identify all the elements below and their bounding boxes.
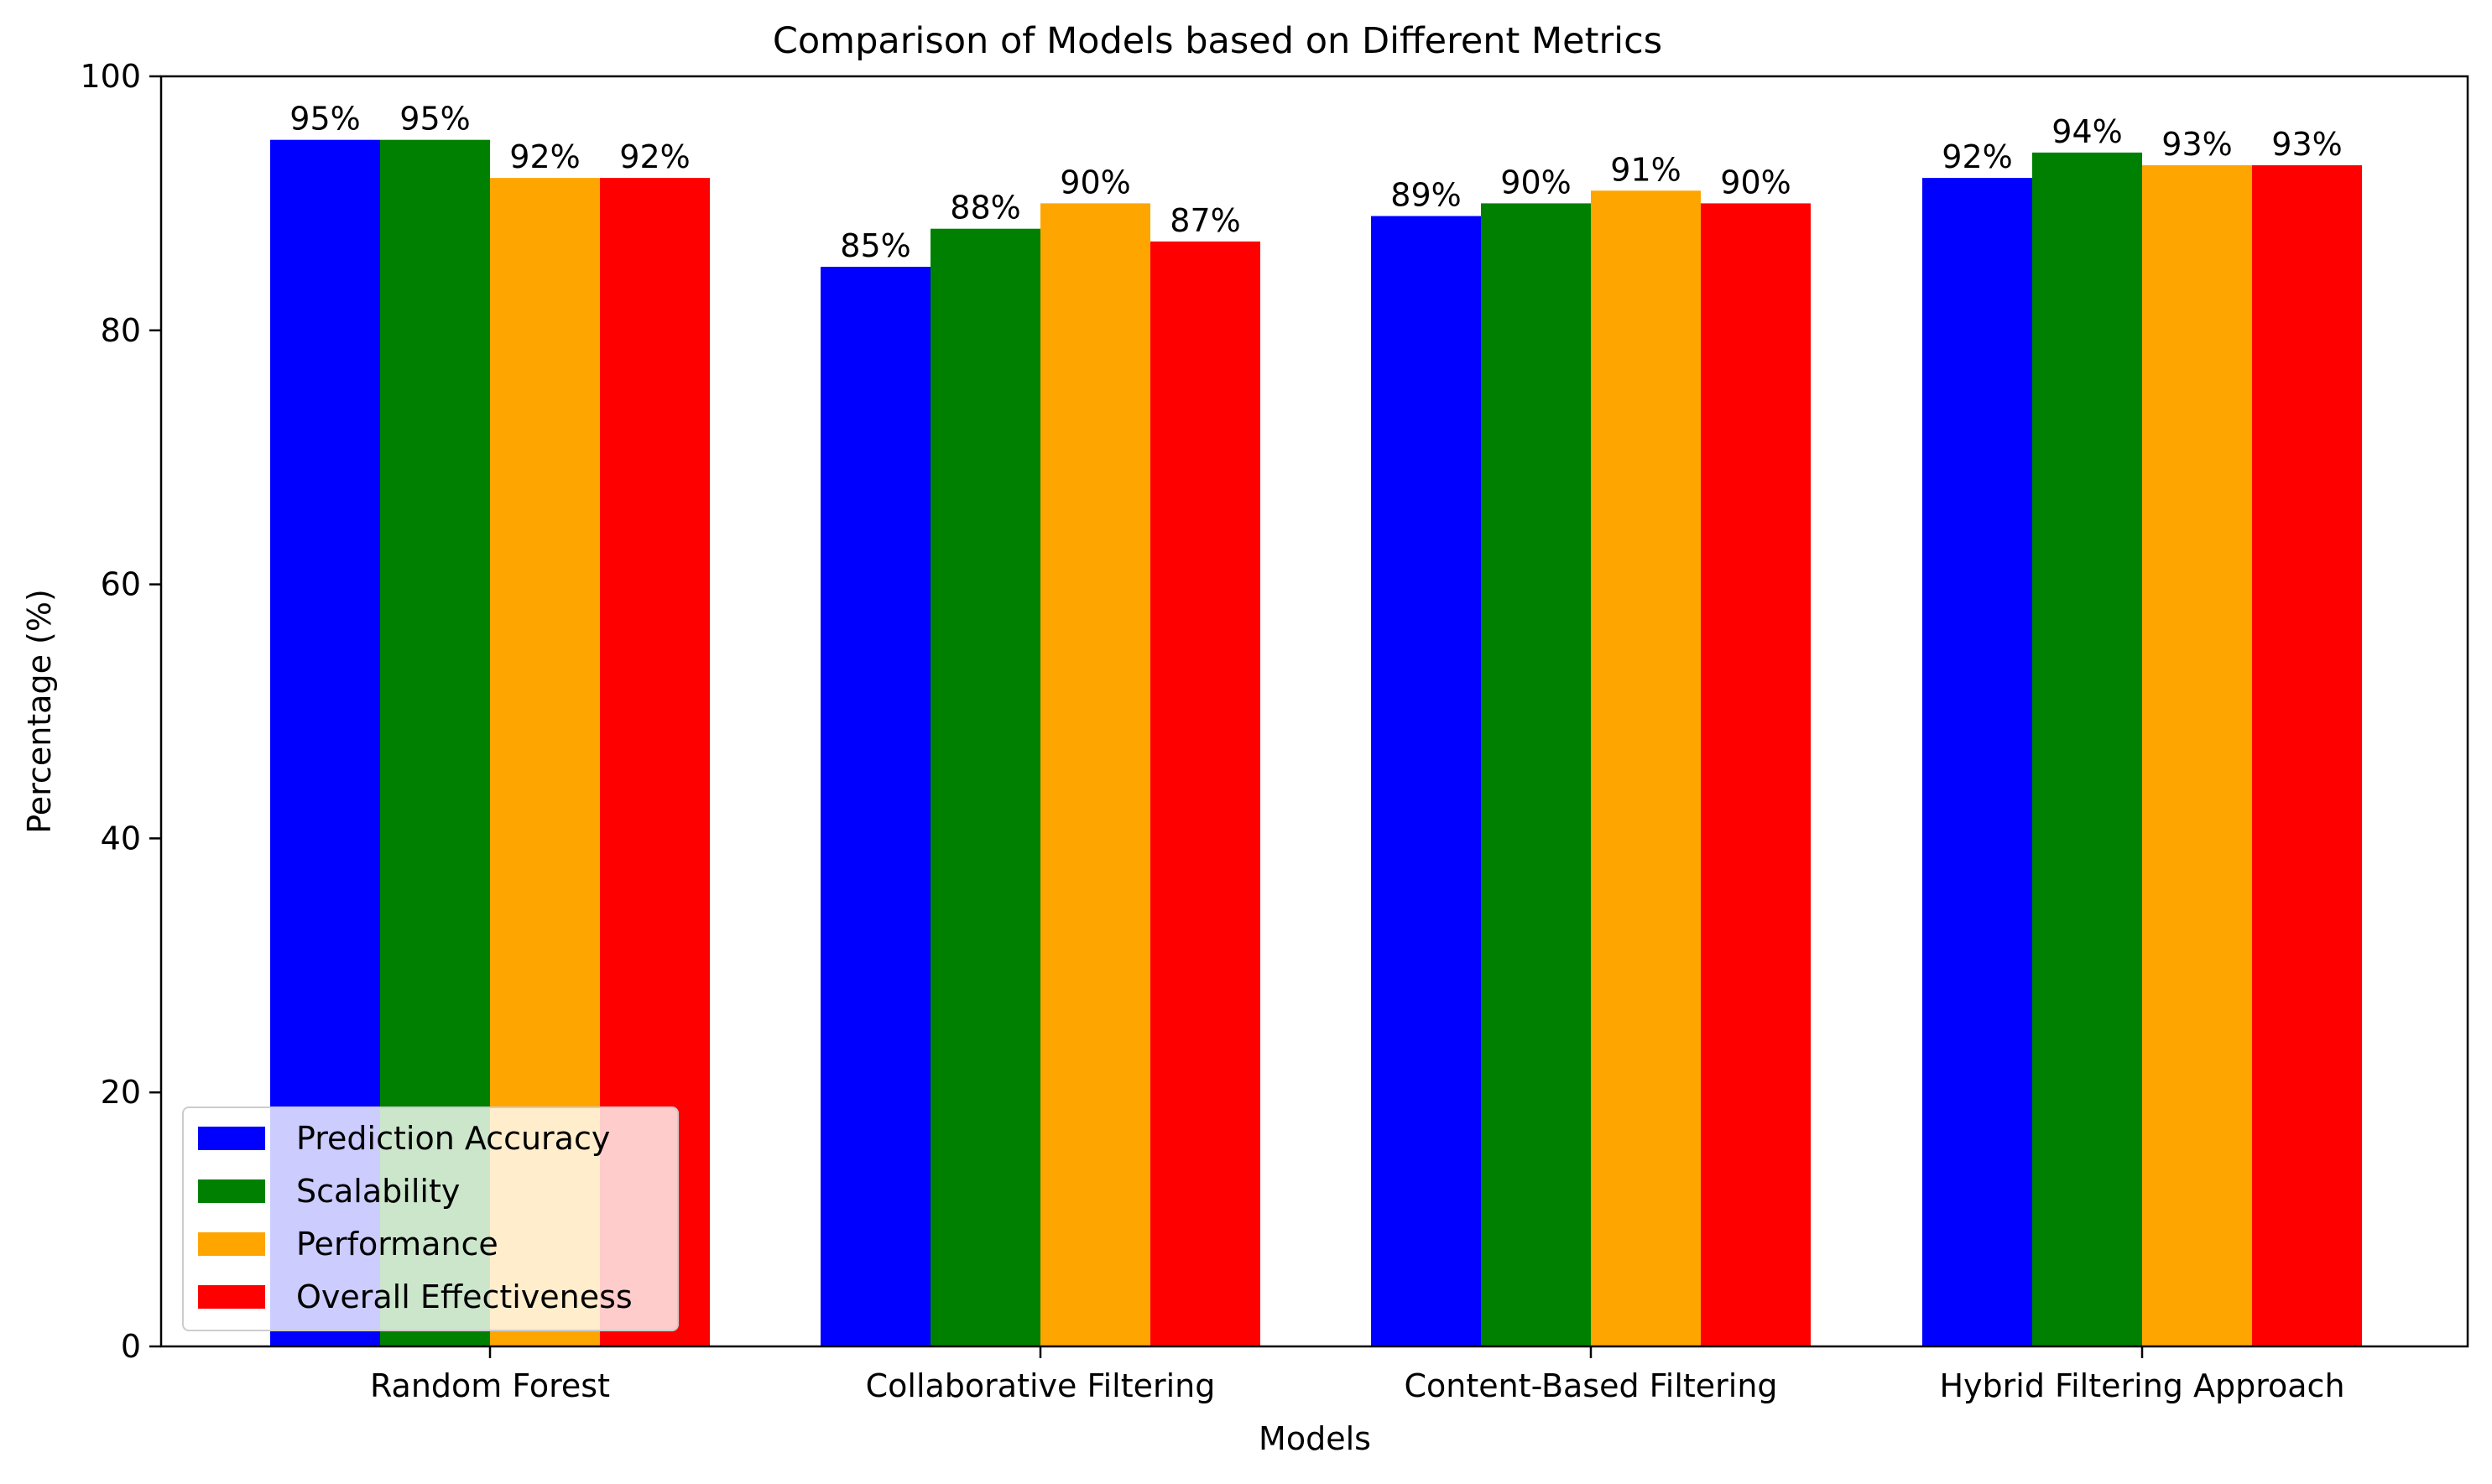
bar-0-2 [1371, 216, 1481, 1346]
value-labels-layer: 95% 85% 89% 92% 95% 88% 90% 94% 92% 90% 91% 93% 92% 8… [289, 101, 2342, 264]
bar-2-2 [1591, 190, 1701, 1346]
y-axis-label: Percentage (%) [21, 589, 58, 834]
y-tick-label: 60 [101, 566, 141, 603]
y-tick-label: 40 [101, 820, 141, 857]
bar-value-label: 92% [509, 138, 580, 175]
bar-value-label: 90% [1500, 164, 1571, 200]
legend-label: Performance [296, 1226, 498, 1263]
plot-frame [159, 75, 2469, 1348]
legend-label: Scalability [296, 1173, 460, 1210]
bar-1-2 [1481, 203, 1591, 1346]
bar-2-3 [2142, 164, 2252, 1347]
bar-value-label: 94% [2051, 113, 2122, 150]
bar-value-label: 88% [950, 190, 1020, 227]
y-axis: 0 20 40 60 80 100 [80, 58, 161, 1365]
bar-value-label: 89% [1390, 177, 1461, 214]
bar-value-label: 93% [2161, 126, 2232, 163]
x-axis: Random Forest Collaborative Filtering Cont… [370, 1346, 2345, 1404]
legend-swatch [198, 1179, 265, 1203]
legend-label: Overall Effectiveness [296, 1278, 633, 1315]
y-tick-label: 100 [80, 58, 141, 95]
bar-value-label: 85% [840, 227, 910, 264]
bar-value-label: 92% [619, 138, 690, 175]
y-tick-label: 80 [101, 312, 141, 349]
x-tick-label: Hybrid Filtering Approach [1939, 1367, 2344, 1404]
x-tick-label: Random Forest [370, 1367, 610, 1404]
legend-label: Prediction Accuracy [296, 1120, 610, 1157]
x-tick-label: Content-Based Filtering [1404, 1367, 1777, 1404]
bar-value-label: 92% [1942, 138, 2012, 175]
bar-0-1 [821, 267, 931, 1347]
bar-value-label: 91% [1610, 151, 1681, 188]
chart-title: Comparison of Models based on Different … [773, 20, 1662, 62]
bar-value-label: 95% [399, 101, 470, 138]
bar-value-label: 93% [2271, 126, 2342, 163]
bar-value-label: 90% [1060, 164, 1130, 200]
bar-2-1 [1040, 203, 1150, 1346]
bar-1-1 [931, 228, 1040, 1347]
bar-value-label: 87% [1170, 202, 1240, 239]
y-tick-label: 20 [101, 1074, 141, 1111]
legend-box [182, 1106, 679, 1331]
y-tick-label: 0 [121, 1328, 141, 1365]
bar-3-1 [1150, 241, 1260, 1346]
legend-swatch [198, 1285, 265, 1309]
bar-value-label: 95% [289, 101, 360, 138]
bar-value-label: 90% [1720, 164, 1791, 200]
bar-1-3 [2032, 152, 2142, 1347]
bar-3-2 [1701, 203, 1811, 1346]
x-tick-label: Collaborative Filtering [866, 1367, 1216, 1404]
legend-swatch [198, 1127, 265, 1150]
bar-3-3 [2252, 164, 2362, 1347]
x-axis-label: Models [1259, 1420, 1371, 1457]
bar-0-3 [1922, 178, 2032, 1346]
legend: Prediction Accuracy Scalability Performanc… [182, 1106, 679, 1331]
legend-swatch [198, 1232, 265, 1256]
